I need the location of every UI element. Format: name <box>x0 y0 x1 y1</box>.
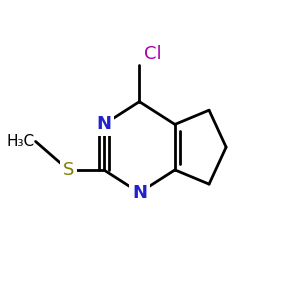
Text: N: N <box>132 184 147 202</box>
Text: H₃C: H₃C <box>6 134 34 149</box>
Text: N: N <box>96 116 111 134</box>
Text: S: S <box>63 161 74 179</box>
Text: Cl: Cl <box>144 45 161 63</box>
